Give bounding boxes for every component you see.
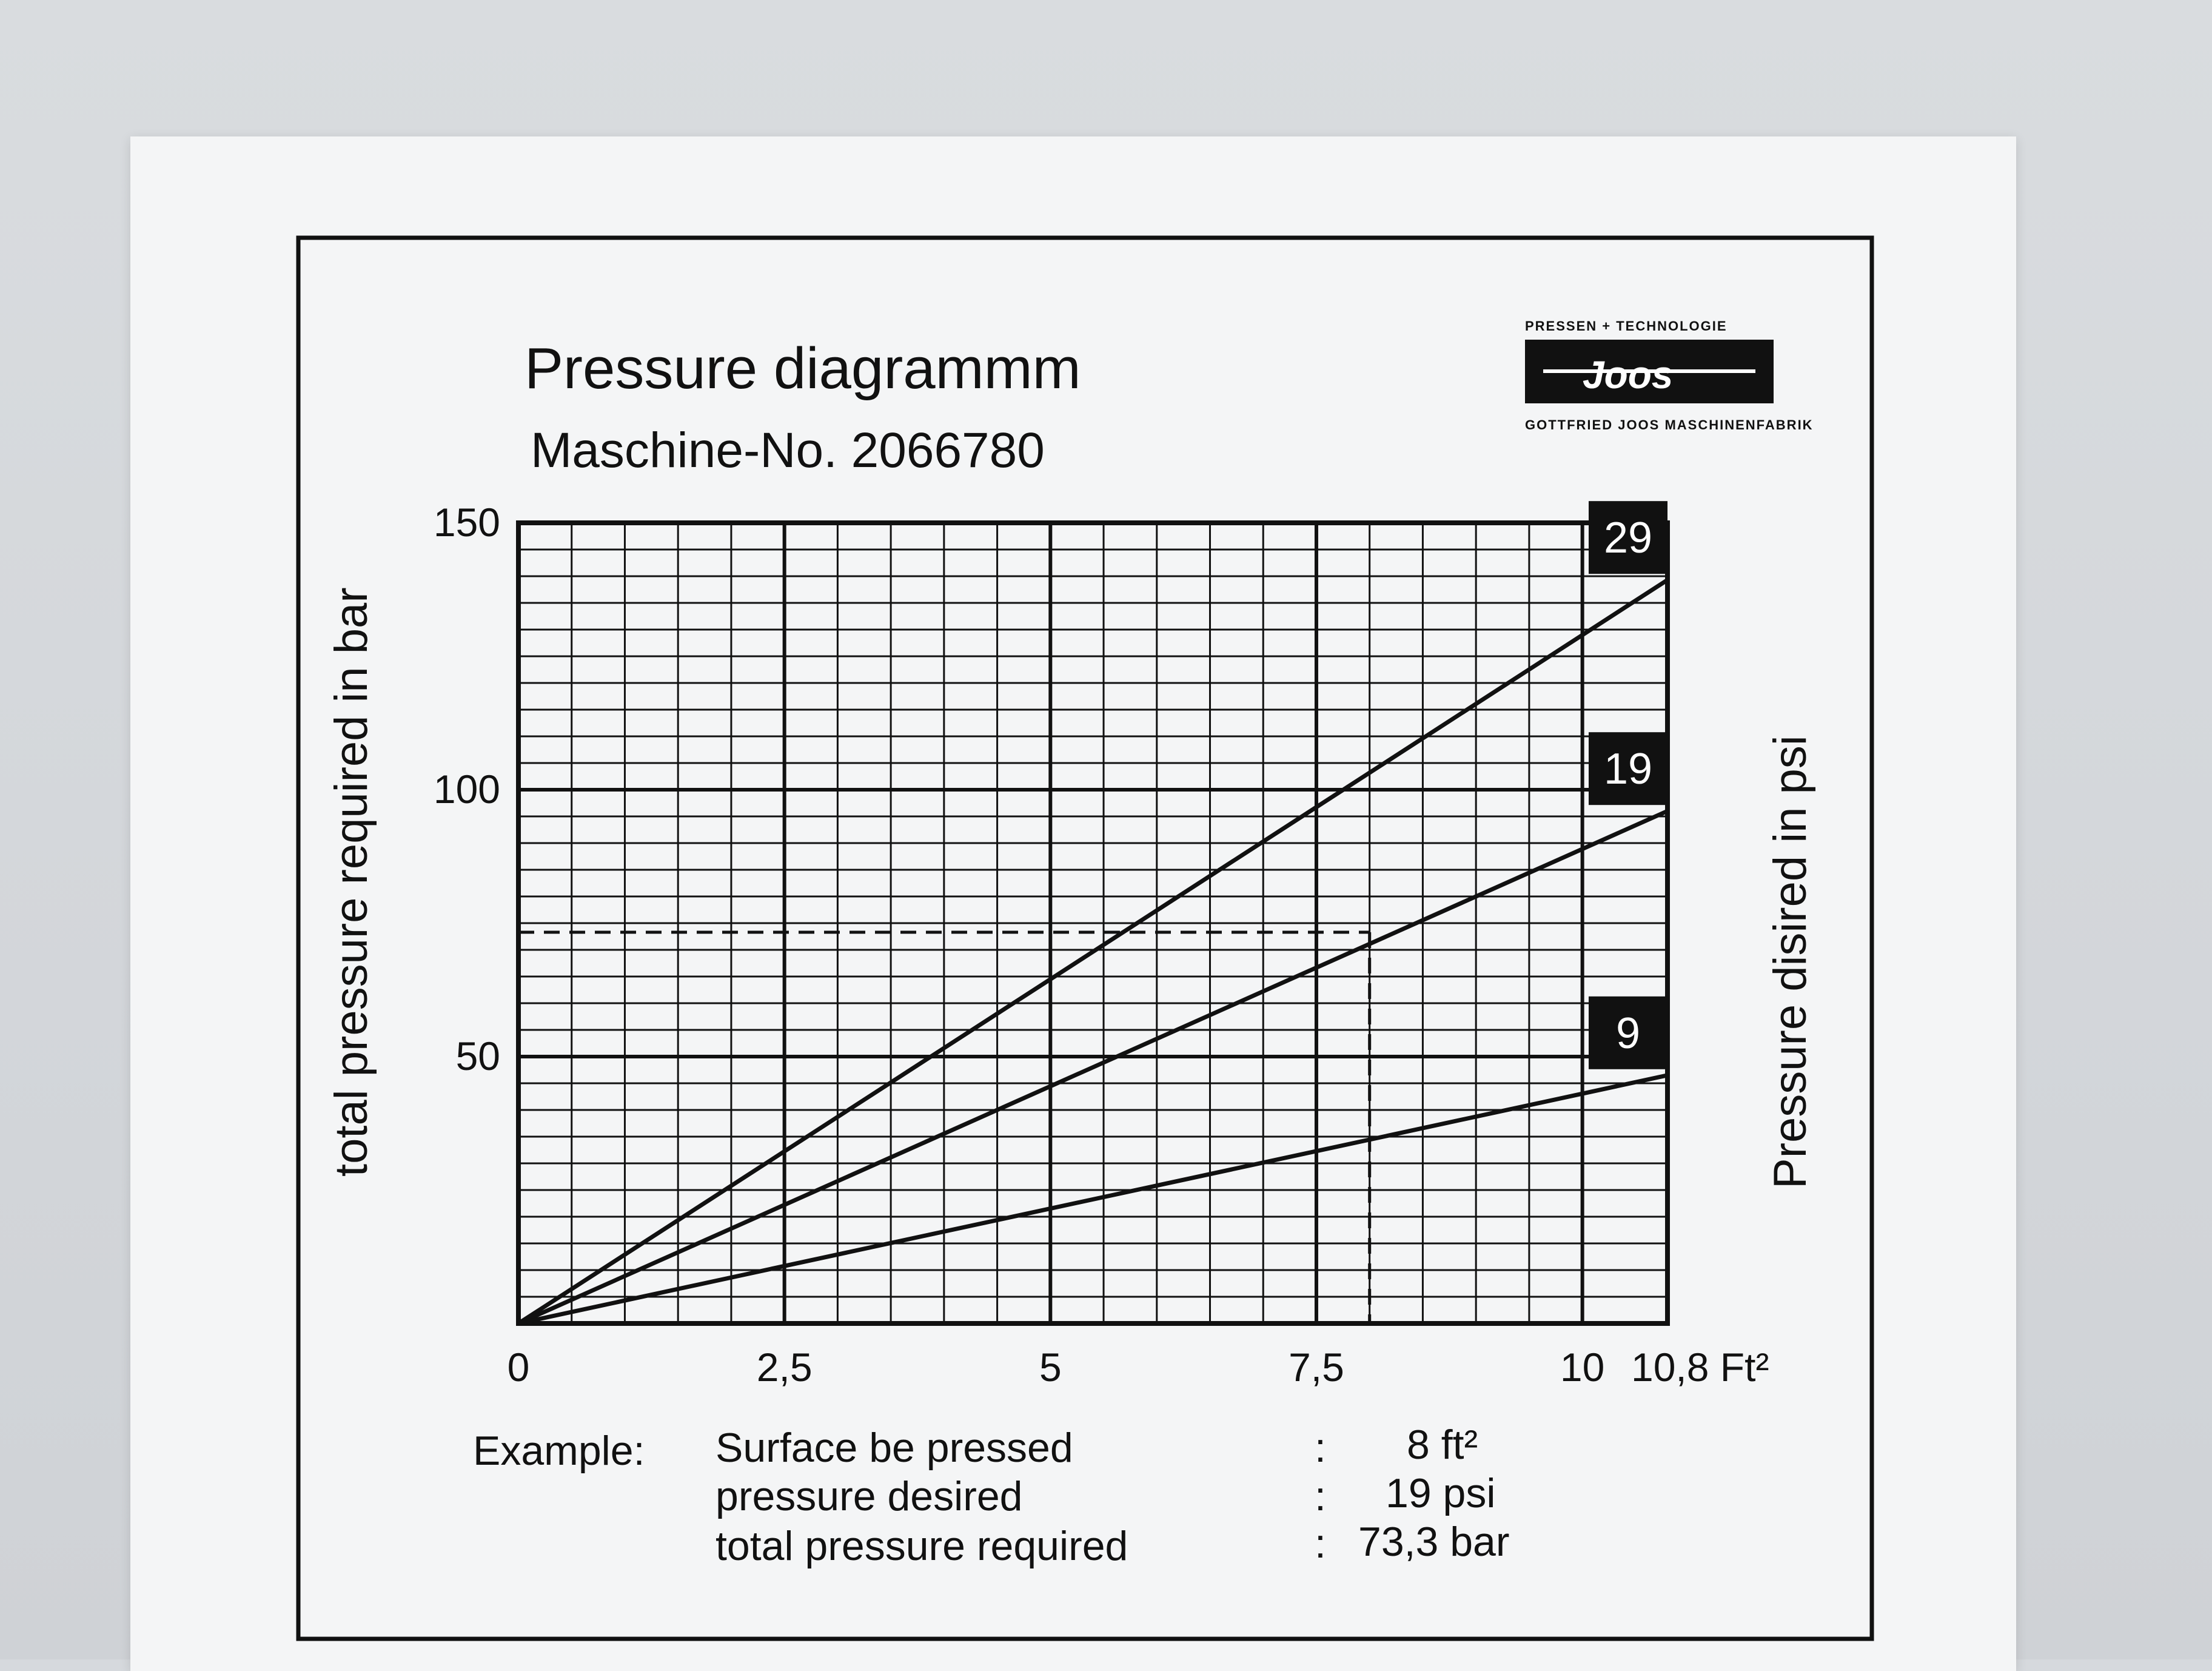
example-row-3-value: 73,3 bar xyxy=(1358,1519,1510,1565)
example-row-2-desc: pressure desired xyxy=(716,1473,1022,1519)
grid xyxy=(516,520,1670,1326)
example-row-3-sep: : xyxy=(1315,1521,1326,1567)
example-row-1-value: 8 ft² xyxy=(1407,1422,1478,1468)
series-badges: 29 19 9 xyxy=(1589,501,1667,1069)
series-badge-label-29: 29 xyxy=(1604,514,1652,562)
series-lines xyxy=(517,578,1669,1326)
example-row-2-sep: : xyxy=(1315,1473,1326,1519)
y-axis-label: total pressure required in bar xyxy=(326,587,377,1177)
example-label: Example: xyxy=(473,1428,645,1474)
series-line-9 xyxy=(518,1073,1668,1326)
example-block: Example: Surface be pressed : 8 ft² pres… xyxy=(473,1422,1510,1569)
example-row-1-sep: : xyxy=(1315,1425,1326,1471)
chart-subtitle: Maschine-No. 2066780 xyxy=(531,423,1045,478)
logo-top-text: PRESSEN + TECHNOLOGIE xyxy=(1525,318,1728,334)
x-tick-label: 7,5 xyxy=(1289,1345,1344,1390)
tick-labels: 0 2,5 5 7,5 10 10,8 Ft² 50 100 150 xyxy=(434,500,1769,1390)
joos-logo: PRESSEN + TECHNOLOGIE Joos GOTTFRIED JOO… xyxy=(1525,318,1814,432)
series-line-19 xyxy=(517,809,1669,1326)
example-row-1-desc: Surface be pressed xyxy=(716,1425,1073,1471)
series-badge-9 xyxy=(1589,996,1667,1069)
x-tick-label: 10 xyxy=(1560,1345,1604,1390)
y-tick-label: 150 xyxy=(434,500,500,545)
right-axis-label: Pressure disired in psi xyxy=(1765,735,1816,1189)
x-tick-label: 10,8 Ft² xyxy=(1631,1345,1769,1390)
example-row-2-value: 19 psi xyxy=(1386,1470,1495,1516)
series-badge-19 xyxy=(1589,732,1667,805)
outer-frame xyxy=(296,235,1874,1641)
plot-border xyxy=(516,520,1670,1326)
x-tick-label: 5 xyxy=(1039,1345,1062,1390)
series-line-29 xyxy=(517,578,1669,1325)
x-tick-label: 0 xyxy=(508,1345,530,1390)
y-tick-label: 100 xyxy=(434,767,500,812)
example-guide xyxy=(518,930,1372,1323)
logo-word: Joos xyxy=(1583,353,1673,397)
series-badge-label-9: 9 xyxy=(1616,1009,1640,1058)
x-tick-label: 2,5 xyxy=(757,1345,813,1390)
chart-title: Pressure diagrammm xyxy=(525,336,1081,401)
series-badge-29 xyxy=(1589,501,1667,574)
series-badge-label-19: 19 xyxy=(1604,745,1652,793)
logo-bottom-text: GOTTFRIED JOOS MASCHINENFABRIK xyxy=(1525,417,1814,432)
y-tick-label: 50 xyxy=(456,1034,500,1078)
example-row-3-desc: total pressure required xyxy=(716,1523,1128,1569)
